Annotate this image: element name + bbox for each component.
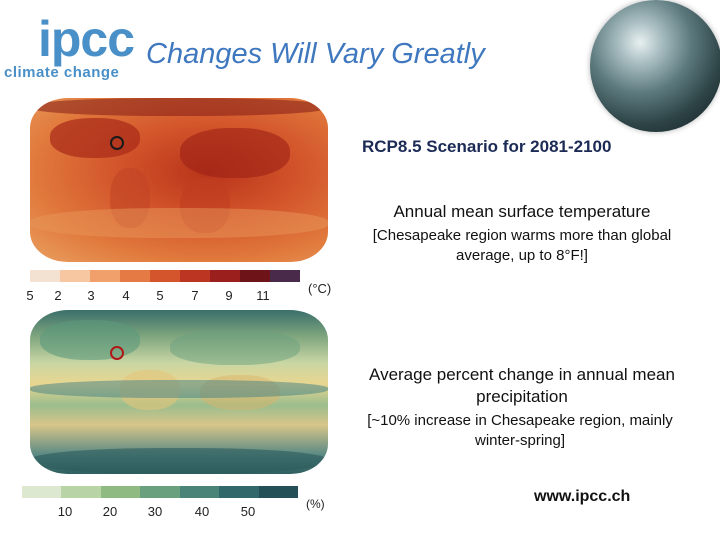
temperature-tick: 7 — [191, 288, 199, 303]
precipitation-heading: Average percent change in annual mean pr… — [369, 365, 675, 406]
precipitation-colorbar-swatch — [100, 486, 141, 498]
precipitation-colorbar-swatch — [140, 486, 180, 498]
precipitation-note: [~10% increase in Chesapeake region, mai… — [367, 412, 673, 449]
precipitation-colorbar-swatch — [258, 486, 298, 498]
temperature-colorbar-swatch — [180, 270, 210, 282]
temperature-tick: 4 — [122, 288, 130, 303]
scenario-label: RCP8.5 Scenario for 2081-2100 — [362, 137, 612, 156]
precipitation-colorbar-swatch — [219, 486, 259, 498]
ipcc-logo-subtitle: climate change — [4, 64, 120, 81]
temperature-colorbar-swatch — [150, 270, 180, 282]
chesapeake-marker-precipitation — [110, 346, 124, 360]
temperature-tick: 11 — [256, 288, 270, 303]
precipitation-tick: 50 — [240, 504, 256, 519]
chesapeake-marker-temperature — [110, 136, 124, 150]
temperature-note: [Chesapeake region warms more than globa… — [372, 227, 672, 264]
precipitation-colorbar-swatch — [22, 486, 62, 498]
temperature-colorbar-swatch — [270, 270, 300, 282]
precipitation-tick-labels: 10 20 30 40 50 — [0, 504, 330, 520]
temperature-change-map — [30, 98, 328, 262]
temperature-tick-labels: 5 2 3 4 5 7 9 11 — [0, 288, 330, 304]
temperature-heading: Annual mean surface temperature — [393, 202, 651, 221]
precipitation-unit: (%) — [306, 497, 325, 511]
temperature-tick: 3 — [87, 288, 95, 303]
temperature-colorbar-swatch — [30, 270, 60, 282]
temperature-tick: 5 — [26, 288, 34, 303]
precipitation-colorbar-swatch — [179, 486, 220, 498]
earth-globe-image — [590, 0, 720, 132]
temperature-colorbar — [30, 270, 300, 282]
precipitation-colorbar-swatch — [61, 486, 101, 498]
temperature-tick: 5 — [156, 288, 164, 303]
precipitation-tick: 30 — [147, 504, 163, 519]
temperature-tick: 9 — [225, 288, 233, 303]
temperature-colorbar-swatch — [120, 270, 150, 282]
ipcc-website-link[interactable]: www.ipcc.ch — [534, 488, 631, 505]
precipitation-change-map — [30, 310, 328, 474]
precipitation-tick: 10 — [57, 504, 73, 519]
temperature-colorbar-swatch — [210, 270, 240, 282]
temperature-colorbar-swatch — [60, 270, 90, 282]
slide-title: Changes Will Vary Greatly — [146, 38, 485, 70]
temperature-unit: (°C) — [308, 281, 332, 296]
temperature-tick: 2 — [54, 288, 62, 303]
temperature-colorbar-swatch — [90, 270, 120, 282]
temperature-colorbar-swatch — [240, 270, 270, 282]
precipitation-tick: 20 — [102, 504, 118, 519]
ipcc-logo: ipcc — [38, 11, 135, 67]
precipitation-colorbar — [22, 486, 298, 498]
precipitation-tick: 40 — [194, 504, 210, 519]
